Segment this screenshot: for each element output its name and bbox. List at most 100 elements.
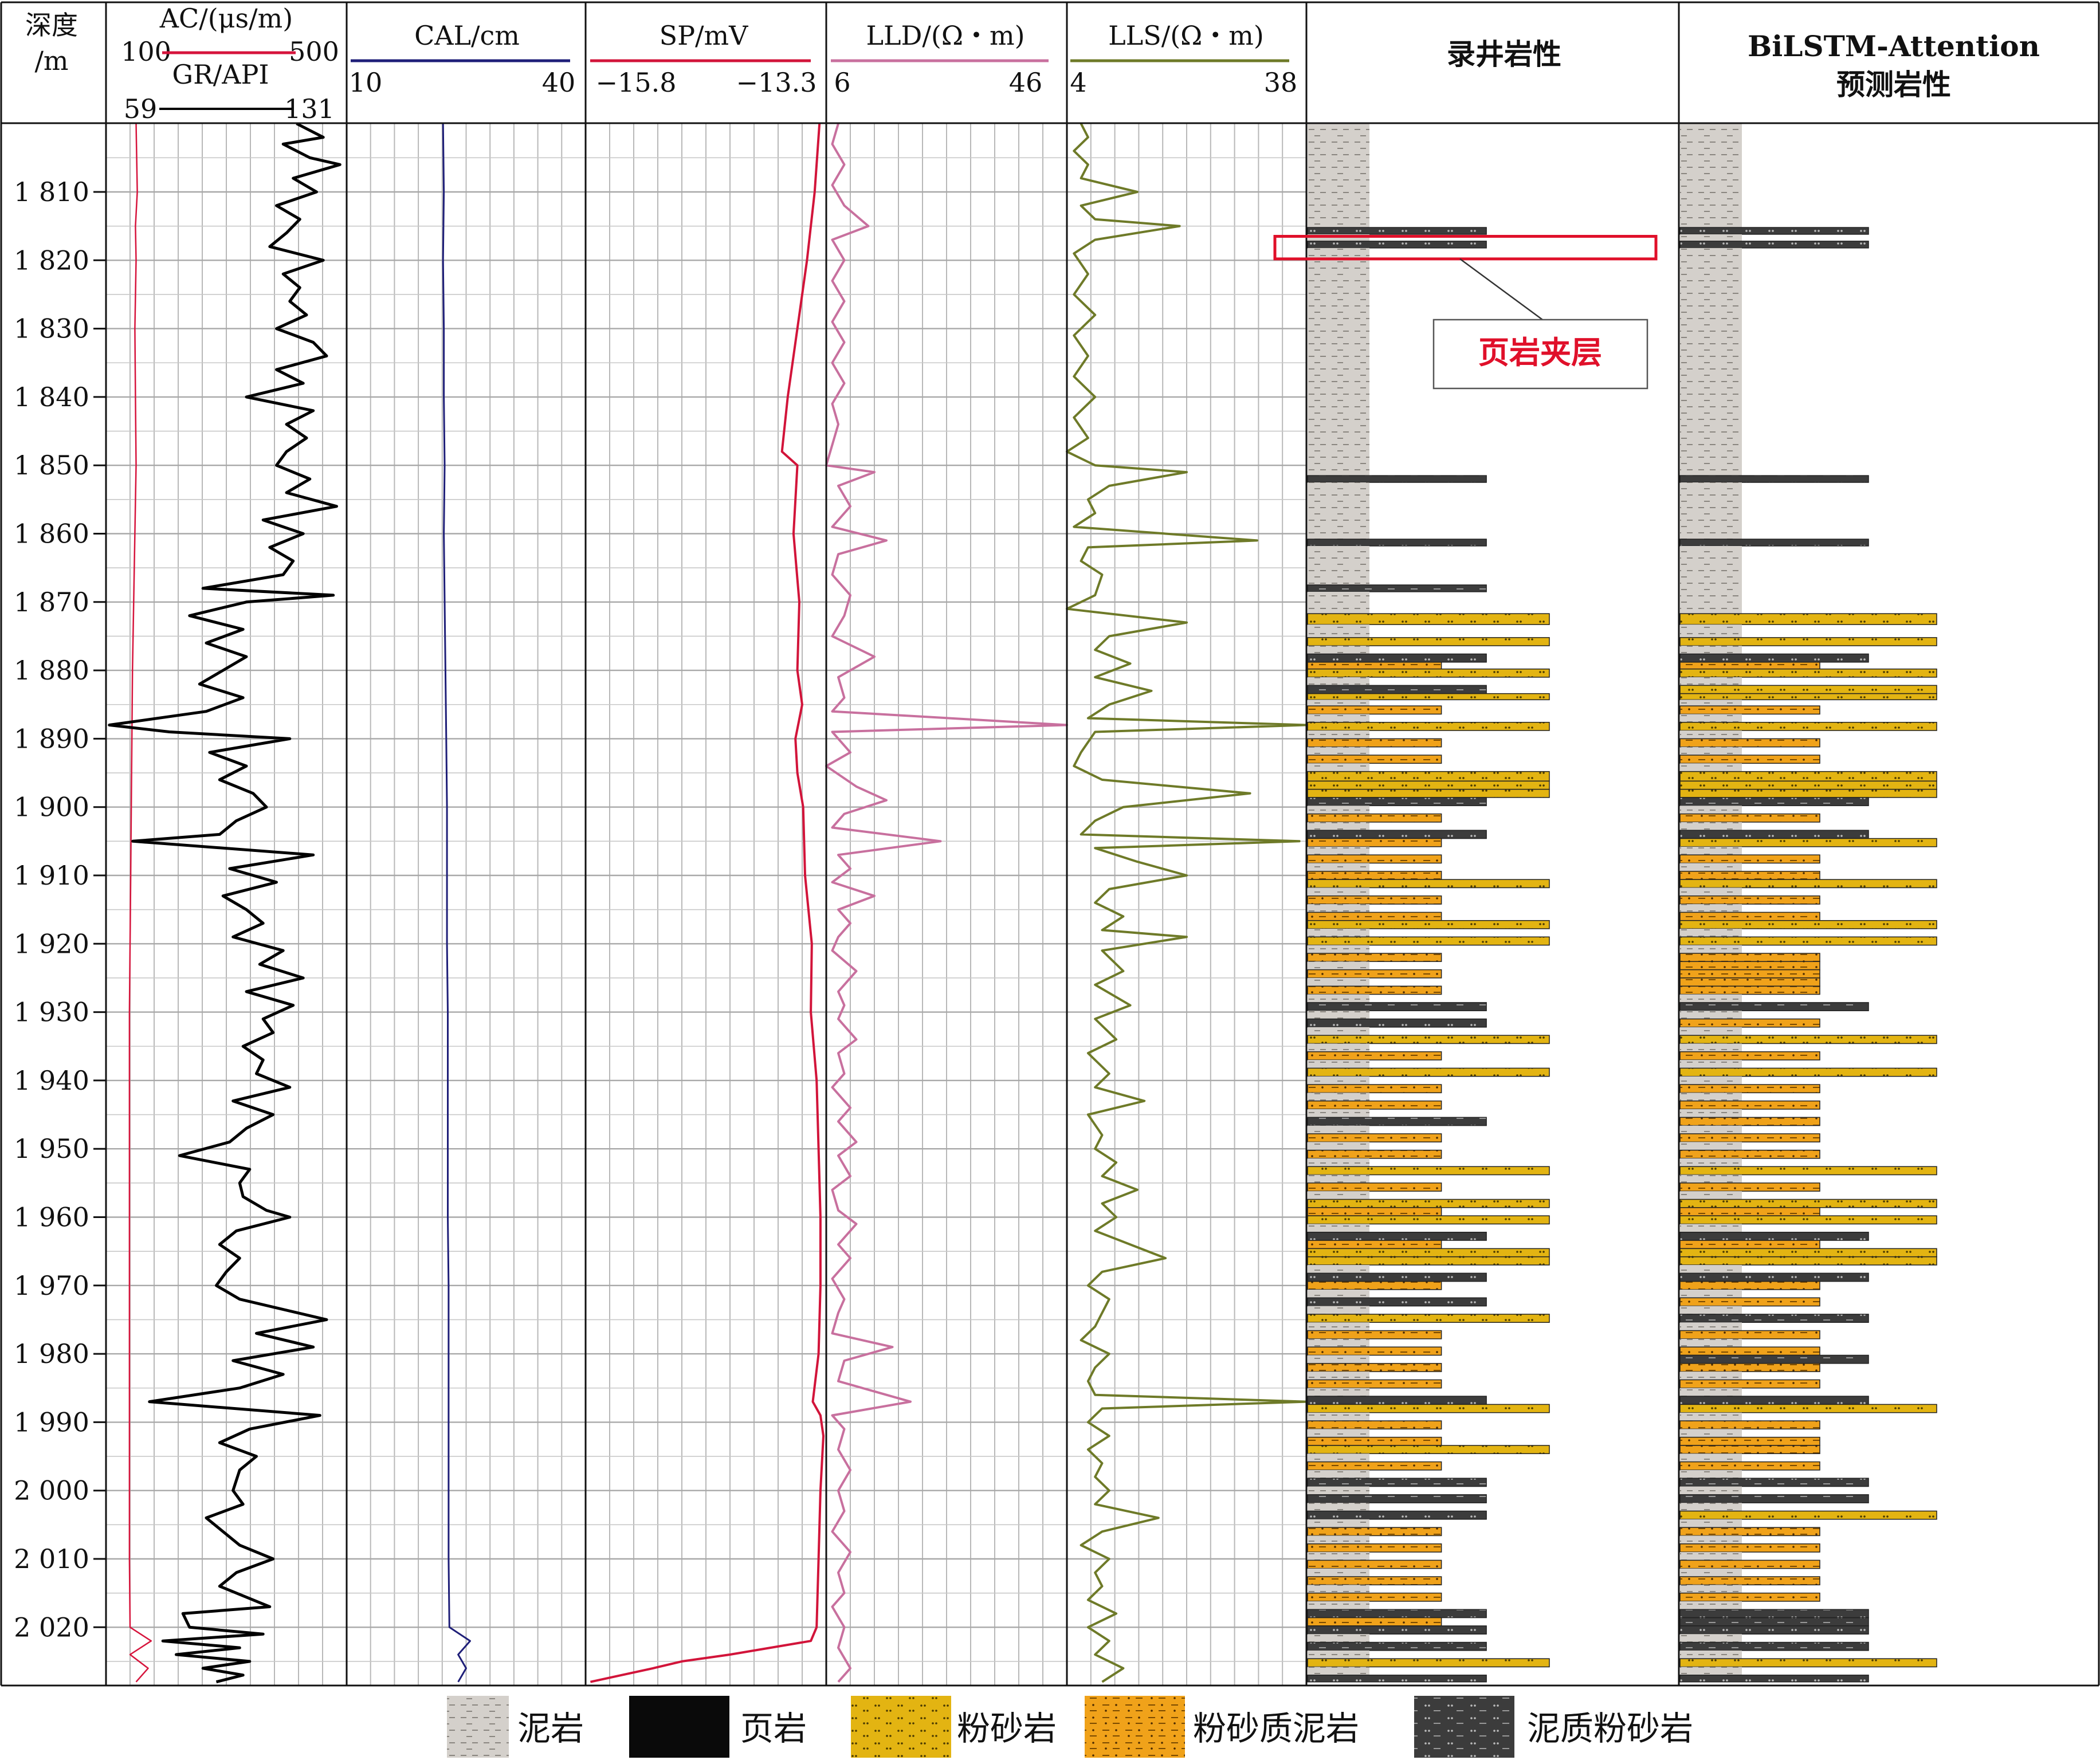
depth-tick-label: 1 840 bbox=[14, 382, 89, 412]
logged-bed-siltymud bbox=[1307, 1617, 1442, 1627]
logged-bed-muddysilt bbox=[1307, 1510, 1487, 1520]
predicted-bed-mud bbox=[1680, 1470, 1742, 1479]
sp-max: −13.3 bbox=[736, 67, 817, 98]
logged-bed-muddysilt bbox=[1307, 1231, 1487, 1241]
logged-bed-mud bbox=[1308, 1174, 1369, 1183]
predicted-bed-mud bbox=[1680, 1142, 1742, 1150]
predicted-bed-siltymud bbox=[1679, 1461, 1820, 1471]
logged-bed-muddysilt bbox=[1307, 1272, 1487, 1282]
logged-bed-muddysilt bbox=[1307, 1002, 1487, 1011]
predicted-bed-mud bbox=[1680, 714, 1742, 722]
predicted-bed-mud bbox=[1680, 730, 1742, 739]
logged-bed-siltymud bbox=[1307, 1133, 1442, 1143]
logged-bed-mud bbox=[1308, 904, 1369, 913]
logged-bed-mud bbox=[1308, 1519, 1369, 1528]
predicted-bed-mud bbox=[1680, 234, 1742, 241]
logged-bed-mud bbox=[1308, 1634, 1369, 1643]
logged-bed-silt bbox=[1307, 613, 1550, 625]
predicted-bed-mud bbox=[1680, 482, 1742, 540]
predicted-bed-mud bbox=[1680, 846, 1742, 855]
logged-bed-siltymud bbox=[1307, 1084, 1442, 1094]
logged-bed-siltymud bbox=[1307, 738, 1442, 748]
predicted-bed-silt bbox=[1679, 1256, 1937, 1266]
logged-bed-mud bbox=[1308, 763, 1369, 772]
annotation-leader-line bbox=[1459, 258, 1543, 321]
logged-bed-siltymud bbox=[1307, 1051, 1442, 1060]
curve-cal bbox=[442, 123, 471, 1683]
predicted-bed-mud bbox=[1680, 123, 1742, 228]
depth-tick-label: 1 880 bbox=[14, 655, 89, 686]
logged-bed-mud bbox=[1308, 1338, 1369, 1347]
predicted-bed-mud bbox=[1680, 1125, 1742, 1134]
predicted-bed-silt bbox=[1679, 1658, 1937, 1668]
predicted-bed-siltymud bbox=[1679, 1330, 1820, 1339]
predicted-bed-siltymud bbox=[1679, 1543, 1820, 1553]
predicted-bed-muddysilt bbox=[1679, 1609, 1869, 1618]
predicted-bed-muddysilt bbox=[1679, 1354, 1869, 1364]
predicted-bed-siltymud bbox=[1679, 662, 1820, 670]
header: 深度 /m AC/(μs/m) 100 500 GR/API 59 131 CA… bbox=[25, 3, 2040, 124]
predicted-bed-mud bbox=[1680, 806, 1742, 814]
lld-max: 46 bbox=[1009, 67, 1043, 98]
predicted-bed-silt bbox=[1679, 693, 1937, 701]
predicted-bed-muddysilt bbox=[1679, 1478, 1869, 1487]
predicted-bed-siltymud bbox=[1679, 738, 1820, 748]
logged-bed-mud bbox=[1308, 929, 1369, 937]
logged-bed-siltymud bbox=[1307, 1182, 1442, 1192]
predicted-bed-silt bbox=[1679, 1510, 1937, 1520]
logged-bed-silt bbox=[1307, 1404, 1550, 1413]
logged-bed-siltymud bbox=[1307, 755, 1442, 764]
sp-min: −15.8 bbox=[596, 67, 677, 98]
cal-max: 40 bbox=[542, 67, 576, 98]
logged-bed-mud bbox=[1308, 1650, 1369, 1659]
predicted-bed-mud bbox=[1680, 1486, 1742, 1495]
predicted-bed-siltymud bbox=[1679, 1149, 1820, 1159]
predicted-bed-muddysilt bbox=[1679, 1625, 1869, 1635]
predicted-bed-mud bbox=[1680, 247, 1742, 476]
predicted-bed-mud bbox=[1680, 1076, 1742, 1085]
logged-bed-silt bbox=[1307, 780, 1550, 790]
predicted-bed-mud bbox=[1680, 1109, 1742, 1118]
depth-tick-label: 2 010 bbox=[14, 1543, 89, 1574]
predicted-bed-mud bbox=[1680, 1043, 1742, 1052]
curve-lls bbox=[1066, 123, 1308, 1683]
predicted-bed-siltymud bbox=[1679, 1559, 1820, 1569]
predicted-bed-mud bbox=[1680, 1535, 1742, 1544]
logged-bed-mud bbox=[1308, 1535, 1369, 1544]
logged-bed-muddysilt bbox=[1307, 539, 1487, 547]
depth-tick-label: 2 000 bbox=[14, 1475, 89, 1506]
logged-bed-silt bbox=[1307, 1199, 1550, 1208]
predicted-bed-siltymud bbox=[1679, 1576, 1820, 1586]
predicted-bed-siltymud bbox=[1679, 755, 1820, 764]
predicted-bed-mud bbox=[1680, 1585, 1742, 1593]
predicted-bed-siltymud bbox=[1679, 1100, 1820, 1110]
logged-bed-siltymud bbox=[1307, 813, 1442, 823]
logged-bed-mud bbox=[1308, 1453, 1369, 1462]
predicted-bed-mud bbox=[1680, 994, 1742, 1003]
predicted-bed-mud bbox=[1680, 1027, 1742, 1036]
predicted-bed-muddysilt bbox=[1679, 1231, 1869, 1241]
predicted-bed-mud bbox=[1680, 1429, 1742, 1437]
predicted-bed-silt bbox=[1679, 788, 1937, 798]
logged-bed-silt bbox=[1307, 1314, 1550, 1323]
predicted-bed-siltymud bbox=[1679, 705, 1820, 715]
gr-max: 131 bbox=[284, 93, 335, 124]
lls-max: 38 bbox=[1264, 67, 1298, 98]
predicted-bed-silt bbox=[1679, 668, 1937, 678]
depth-tick-label: 1 950 bbox=[14, 1133, 89, 1164]
logged-bed-silt bbox=[1307, 1658, 1550, 1668]
predicted-bed-silt bbox=[1679, 1199, 1937, 1208]
predicted-bed-mud bbox=[1680, 1011, 1742, 1019]
predicted-bed-siltymud bbox=[1679, 871, 1820, 880]
predicted-bed-mud bbox=[1680, 1453, 1742, 1462]
predicted-bed-siltymud bbox=[1679, 813, 1820, 823]
predicted-bed-mud bbox=[1680, 1060, 1742, 1068]
logged-bed-silt bbox=[1307, 1166, 1550, 1176]
predicted-bed-siltymud bbox=[1679, 1363, 1820, 1372]
logged-bed-mud bbox=[1308, 1289, 1369, 1298]
logged-bed-mud bbox=[1308, 977, 1369, 987]
curve-lld bbox=[825, 123, 1068, 1683]
predicted-bed-silt bbox=[1679, 1166, 1937, 1176]
predicted-bed-mud bbox=[1680, 700, 1742, 706]
predicted-bed-muddysilt bbox=[1679, 475, 1869, 483]
